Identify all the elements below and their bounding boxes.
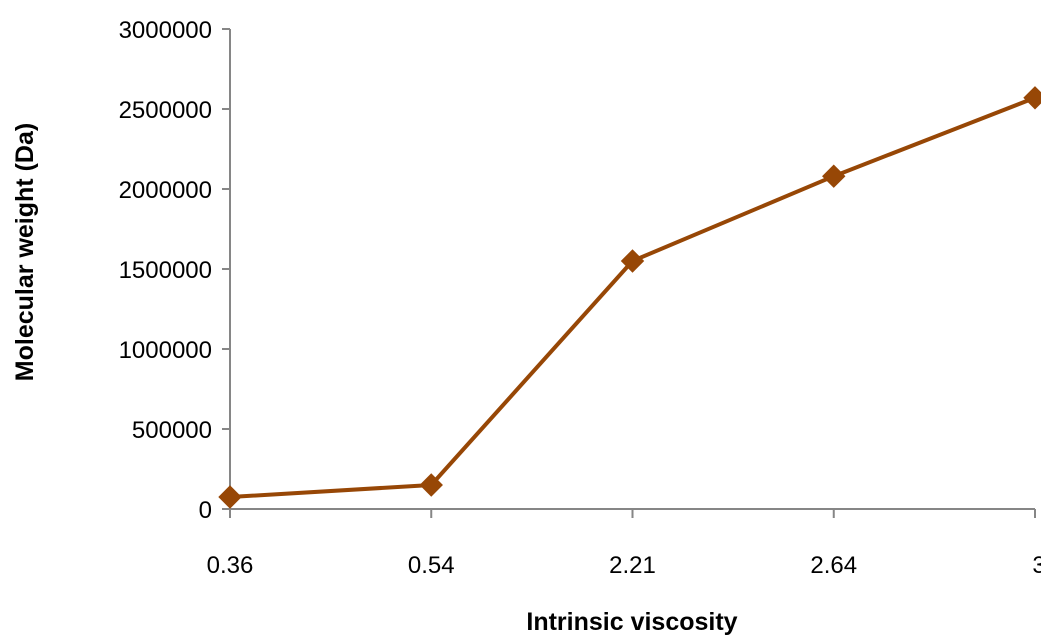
data-point-marker — [1023, 86, 1041, 110]
data-point-marker — [218, 485, 242, 509]
data-point-marker — [822, 164, 846, 188]
y-axis: 0 500000 1000000 1500000 2000000 2500000 30000… — [119, 17, 231, 524]
y-tick-label: 2000000 — [119, 177, 212, 204]
series-line — [229, 95, 1036, 499]
y-tick-label: 0 — [199, 497, 212, 524]
x-axis: 0.36 0.54 2.21 2.64 3 — [207, 508, 1041, 579]
y-tick-label: 1000000 — [119, 337, 212, 364]
y-tick-label: 3000000 — [119, 17, 212, 44]
x-tick-label: 3 — [1032, 552, 1041, 579]
x-axis-title: Intrinsic viscosity — [526, 608, 737, 636]
series-layer — [218, 86, 1041, 509]
x-tick-label: 2.21 — [609, 552, 656, 579]
x-tick-label: 2.64 — [810, 552, 857, 579]
y-tick-label: 1500000 — [119, 257, 212, 284]
data-point-marker — [419, 473, 443, 497]
data-point-marker — [620, 249, 645, 273]
y-axis-title: Molecular weight (Da) — [11, 123, 39, 381]
y-tick-label: 2500000 — [119, 97, 212, 124]
x-tick-label: 0.54 — [408, 552, 455, 579]
y-tick-label: 500000 — [132, 417, 212, 444]
x-tick-label: 0.36 — [207, 552, 254, 579]
